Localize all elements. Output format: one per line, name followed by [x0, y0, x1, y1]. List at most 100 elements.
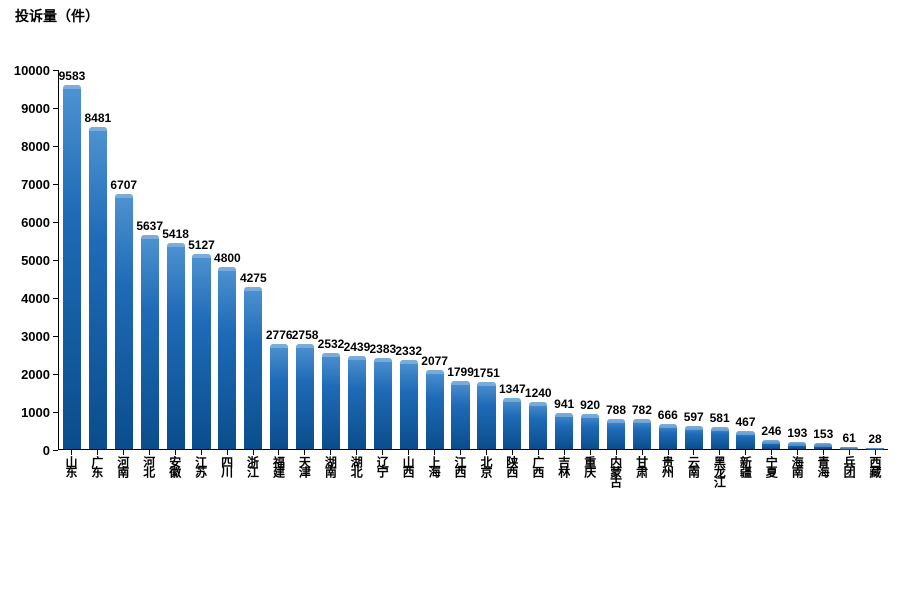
x-tick: [745, 450, 746, 455]
bar-value-label: 153: [813, 427, 833, 441]
x-category-label: 辽宁: [376, 456, 388, 476]
bar-slot: 6707: [111, 70, 137, 449]
y-tick-label: 9000: [0, 101, 50, 116]
bar-value-label: 2077: [421, 354, 448, 368]
x-tick: [642, 450, 643, 455]
bar-value-label: 467: [736, 415, 756, 429]
bar: [115, 194, 133, 449]
x-category-label: 四川: [221, 456, 233, 476]
bar-value-label: 4275: [240, 271, 267, 285]
y-tick: [53, 222, 58, 223]
bar-slot: 153: [810, 70, 836, 449]
bar: [167, 243, 185, 449]
bar: [141, 235, 159, 449]
bar: [711, 427, 729, 449]
x-category-label: 吉林: [558, 456, 570, 476]
bar: [814, 443, 832, 449]
x-category-label: 江苏: [195, 456, 207, 476]
bar: [685, 426, 703, 449]
bar-slot: 2532: [318, 70, 344, 449]
bar-slot: 581: [707, 70, 733, 449]
bar-value-label: 666: [658, 408, 678, 422]
bar-value-label: 246: [761, 424, 781, 438]
bar: [451, 381, 469, 449]
x-category-label: 山西: [402, 456, 414, 476]
x-category-label: 重庆: [584, 456, 596, 476]
bar: [736, 431, 754, 449]
bar: [477, 382, 495, 449]
x-tick: [356, 450, 357, 455]
bar-value-label: 4800: [214, 251, 241, 265]
bar-slot: 28: [862, 70, 888, 449]
x-tick: [590, 450, 591, 455]
y-tick-label: 3000: [0, 329, 50, 344]
bar-value-label: 5637: [136, 219, 163, 233]
bar: [400, 360, 418, 449]
bar-slot: 5418: [163, 70, 189, 449]
y-tick-label: 8000: [0, 139, 50, 154]
bar-slot: 941: [551, 70, 577, 449]
y-tick: [53, 412, 58, 413]
x-category-label: 上海: [428, 456, 440, 476]
bar-slot: 467: [733, 70, 759, 449]
x-category-label: 北京: [480, 456, 492, 476]
x-category-label: 广西: [532, 456, 544, 476]
x-tick: [201, 450, 202, 455]
x-tick: [538, 450, 539, 455]
bar-value-label: 1240: [525, 386, 552, 400]
bar-value-label: 193: [787, 426, 807, 440]
x-category-label: 黑龙江: [713, 456, 725, 486]
bar-value-label: 782: [632, 403, 652, 417]
bar-value-label: 2383: [369, 342, 396, 356]
y-tick-label: 6000: [0, 215, 50, 230]
bar-slot: 2077: [422, 70, 448, 449]
x-tick: [408, 450, 409, 455]
x-category-label: 西藏: [869, 456, 881, 476]
bar-slot: 782: [629, 70, 655, 449]
y-tick-label: 2000: [0, 367, 50, 382]
bar: [762, 440, 780, 449]
bar-slot: 4275: [240, 70, 266, 449]
x-tick: [693, 450, 694, 455]
bar-value-label: 2439: [344, 340, 371, 354]
x-category-label: 新疆: [739, 456, 751, 476]
bar: [192, 254, 210, 449]
bar-value-label: 61: [842, 431, 855, 445]
x-category-label: 内蒙古: [610, 456, 622, 486]
bar-value-label: 2332: [395, 344, 422, 358]
bar-slot: 666: [655, 70, 681, 449]
x-tick: [875, 450, 876, 455]
bar-slot: 788: [603, 70, 629, 449]
y-tick: [53, 336, 58, 337]
bar-chart: 投诉量（件） 958384816707563754185127480042752…: [0, 0, 901, 597]
x-tick: [278, 450, 279, 455]
bar-slot: 597: [681, 70, 707, 449]
bar: [840, 447, 858, 449]
plot-area: 9583848167075637541851274800427527762758…: [58, 70, 888, 450]
bar-value-label: 2532: [318, 337, 345, 351]
bar: [633, 419, 651, 449]
y-tick-label: 4000: [0, 291, 50, 306]
bar-slot: 2332: [396, 70, 422, 449]
x-category-label: 陕西: [506, 456, 518, 476]
x-category-label: 浙江: [247, 456, 259, 476]
x-category-label: 湖北: [350, 456, 362, 476]
bar: [581, 414, 599, 449]
bar-value-label: 6707: [110, 178, 137, 192]
x-category-label: 青海: [817, 456, 829, 476]
x-category-label: 河北: [143, 456, 155, 476]
bar: [348, 356, 366, 449]
x-category-label: 海南: [791, 456, 803, 476]
y-tick-label: 1000: [0, 405, 50, 420]
bar: [89, 127, 107, 449]
bar-slot: 246: [758, 70, 784, 449]
bar: [218, 267, 236, 449]
x-tick: [97, 450, 98, 455]
y-tick: [53, 374, 58, 375]
x-category-label: 江西: [454, 456, 466, 476]
x-tick: [512, 450, 513, 455]
y-tick: [53, 450, 58, 451]
bar: [529, 402, 547, 449]
x-tick: [227, 450, 228, 455]
x-tick: [330, 450, 331, 455]
